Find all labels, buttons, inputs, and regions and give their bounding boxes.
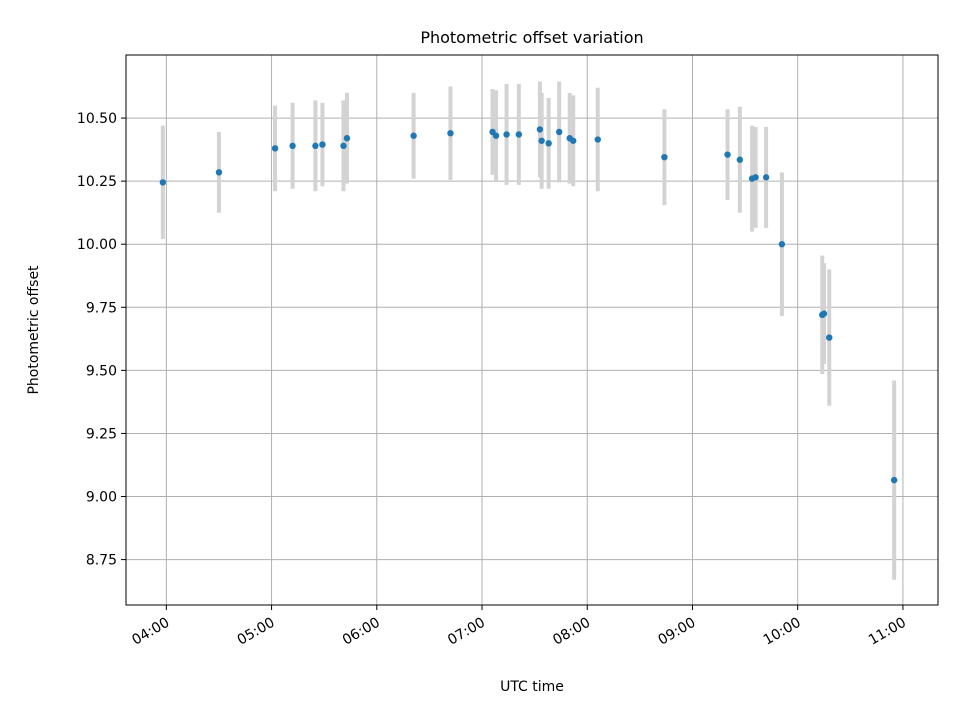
data-point bbox=[515, 131, 523, 138]
x-tick-label: 11:00 bbox=[866, 615, 909, 649]
data-point bbox=[215, 169, 223, 176]
data-point bbox=[536, 126, 544, 133]
data-point bbox=[890, 476, 898, 484]
x-tick-label: 06:00 bbox=[340, 615, 383, 649]
data-point bbox=[724, 151, 731, 158]
data-point bbox=[762, 174, 770, 181]
x-axis-label: UTC time bbox=[500, 679, 564, 695]
data-point bbox=[752, 174, 759, 181]
y-tick-label: 9.25 bbox=[86, 426, 117, 442]
x-tick-label: 04:00 bbox=[129, 615, 172, 649]
data-point bbox=[820, 310, 828, 317]
x-tick-label: 09:00 bbox=[656, 615, 699, 649]
data-point bbox=[538, 137, 545, 144]
data-point bbox=[289, 142, 296, 150]
data-point bbox=[271, 145, 279, 152]
y-tick-label: 10.25 bbox=[77, 174, 117, 190]
data-point bbox=[594, 136, 601, 143]
x-tick-label: 10:00 bbox=[761, 615, 804, 649]
y-tick-label: 10.50 bbox=[77, 111, 117, 127]
data-point bbox=[661, 153, 668, 161]
x-tick-label: 07:00 bbox=[445, 615, 488, 649]
data-point bbox=[778, 241, 786, 248]
y-tick-label: 9.50 bbox=[86, 363, 117, 379]
data-point bbox=[555, 128, 563, 136]
data-point bbox=[343, 135, 351, 142]
x-tick-label: 08:00 bbox=[550, 615, 593, 649]
data-point bbox=[503, 131, 510, 138]
y-axis: 8.75 9.00 9.25 9.50 9.75 10.00 10.25 10.50 bbox=[77, 111, 126, 569]
data-point bbox=[736, 156, 744, 163]
data-point bbox=[340, 142, 347, 150]
plot-frame bbox=[125, 54, 939, 606]
x-axis: 04:00 05:00 06:00 07:00 08:00 09:00 10:00 11:00 bbox=[129, 605, 909, 649]
data-point bbox=[319, 141, 326, 148]
data-point bbox=[159, 179, 167, 186]
x-tick-label: 05:00 bbox=[235, 615, 278, 649]
data-points bbox=[159, 126, 898, 484]
data-point bbox=[410, 132, 417, 139]
error-bars bbox=[160, 81, 897, 580]
data-point bbox=[545, 140, 552, 147]
chart-title: Photometric offset variation bbox=[420, 28, 643, 47]
grid bbox=[126, 55, 938, 605]
y-tick-label: 9.00 bbox=[86, 490, 117, 506]
y-tick-label: 8.75 bbox=[86, 553, 117, 569]
y-axis-label: Photometric offset bbox=[26, 265, 42, 395]
data-point bbox=[570, 137, 577, 144]
y-tick-label: 9.75 bbox=[86, 300, 117, 316]
data-point bbox=[826, 334, 833, 341]
data-point bbox=[492, 132, 500, 139]
data-point bbox=[312, 142, 319, 150]
y-tick-label: 10.00 bbox=[77, 237, 117, 253]
data-point bbox=[447, 130, 454, 137]
